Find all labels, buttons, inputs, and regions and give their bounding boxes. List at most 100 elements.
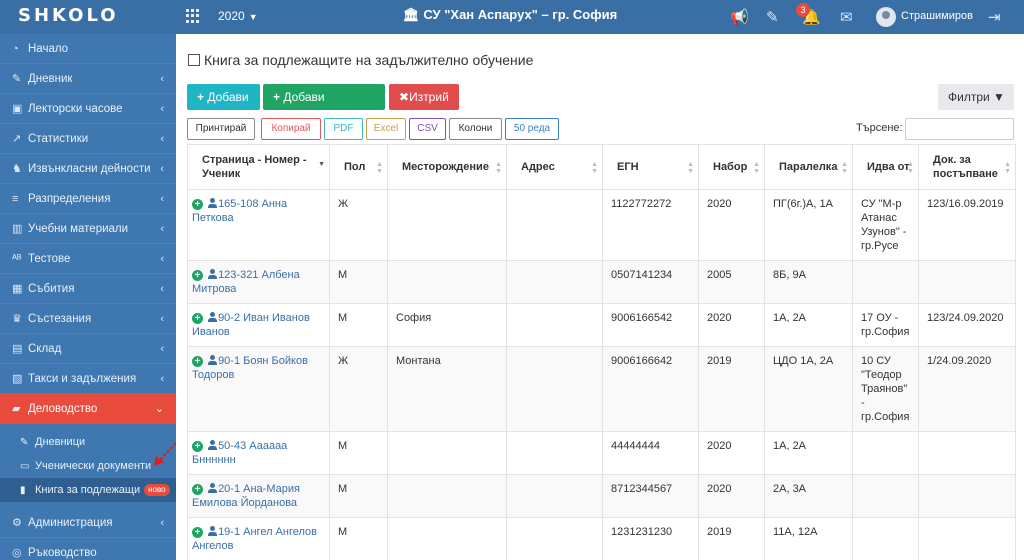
sidebar-subitem-1[interactable]: ▭ Ученически документи	[0, 454, 176, 478]
search-input[interactable]	[905, 118, 1014, 140]
student-icon	[208, 355, 218, 365]
cell-value: 2020	[707, 312, 732, 324]
table-cell-student: + 90-1 Боян Бойков Тодоров	[187, 346, 330, 432]
column-header-2[interactable]: Месторождение ▲ ▼	[387, 144, 507, 190]
sidebar-item-11[interactable]: ▧ Такси и задължения ‹	[0, 364, 176, 394]
building-icon: 🏛	[402, 7, 420, 22]
main-content: Книга за подлежащите на задължително обу…	[176, 34, 1024, 560]
cell-value: 123/16.09.2019	[927, 198, 1004, 210]
table-cell-from: СУ "М-р Атанас Узунов" - гр.Русе	[852, 189, 919, 261]
student-link[interactable]: 90-2 Иван Иванов Иванов	[192, 312, 310, 338]
export-button-2[interactable]: PDF	[324, 118, 363, 140]
school-title: СУ "Хан Аспарух" – гр. София	[423, 7, 618, 22]
student-link[interactable]: 165-108 Анна Петкова	[192, 198, 288, 224]
export-button-4[interactable]: CSV	[409, 118, 446, 140]
add-button-label: Добави	[207, 90, 249, 104]
chevron-left-icon: ‹	[160, 283, 164, 295]
delete-button-label: Изтрий	[409, 90, 449, 104]
cell-value: 2А, 3А	[773, 483, 807, 495]
table-cell-year: 2019	[698, 517, 765, 560]
table-cell-from	[852, 431, 919, 475]
table-cell-from: 10 СУ "Теодор Траянов" - гр.София	[852, 346, 919, 432]
student-link[interactable]: 50-43 Аааааа Бнннннн	[192, 440, 288, 466]
sidebar-bottom-item-1[interactable]: ◎ Ръководство	[0, 538, 176, 560]
export-button-5[interactable]: Колони	[449, 118, 502, 140]
sidebar-item-0[interactable]: ◔ Начало	[0, 34, 176, 64]
export-button-1[interactable]: Копирай	[261, 118, 321, 140]
sidebar-item-8[interactable]: ▦ Събития ‹	[0, 274, 176, 304]
sort-icon: ▲ ▼	[1004, 161, 1011, 175]
sidebar-subitem-0[interactable]: ✎ Дневници	[0, 430, 176, 454]
student-link[interactable]: 19-1 Ангел Ангелов Ангелов	[192, 526, 317, 552]
table-row[interactable]: + 50-43 Аааааа Бнннннн М 44444444 2020 1А, 2…	[187, 431, 1016, 475]
sidebar-item-6[interactable]: ▥ Учебни материали ‹	[0, 214, 176, 244]
table-row[interactable]: + 90-1 Боян Бойков Тодоров Ж Монтана 900616…	[187, 346, 1016, 432]
student-icon	[208, 312, 218, 322]
table-cell-student: + 123-321 Албена Митрова	[187, 260, 330, 304]
column-header-3[interactable]: Адрес ▲ ▼	[506, 144, 603, 190]
apps-grid-icon[interactable]	[186, 9, 200, 23]
cell-value: Ж	[338, 198, 349, 210]
column-header-7[interactable]: Идва от ▲ ▼	[852, 144, 919, 190]
expand-row-icon[interactable]: +	[192, 270, 203, 281]
username[interactable]: Страшимиров	[901, 10, 973, 22]
table-cell-address	[506, 260, 603, 304]
export-button-6[interactable]: 50 реда	[505, 118, 559, 140]
student-link[interactable]: 20-1 Ана-Мария Емилова Йорданова	[192, 483, 300, 509]
export-button-0[interactable]: Принтирай	[187, 118, 255, 140]
add-button[interactable]: + Добави	[187, 84, 260, 110]
table-cell-birthplace	[387, 260, 507, 304]
sidebar-item-5[interactable]: ≡ Разпределения ‹	[0, 184, 176, 214]
student-icon	[208, 198, 218, 208]
table-row[interactable]: + 165-108 Анна Петкова Ж 1122772272 2020 ПГ(…	[187, 189, 1016, 261]
add-bulk-button[interactable]: + Добави (вкупом)	[263, 84, 385, 130]
sidebar-item-10[interactable]: ▤ Склад ‹	[0, 334, 176, 364]
cell-value: М	[338, 269, 348, 281]
expand-row-icon[interactable]: +	[192, 527, 203, 538]
filters-button-label: Филтри	[948, 90, 990, 104]
cell-value: 1231231230	[611, 526, 673, 538]
table-row[interactable]: + 90-2 Иван Иванов Иванов М София 900616654…	[187, 303, 1016, 347]
sidebar-item-3[interactable]: ↗ Статистики ‹	[0, 124, 176, 154]
sidebar-item-7[interactable]: ᴬᴮ Тестове ‹	[0, 244, 176, 274]
table-cell-gender: М	[329, 517, 388, 560]
envelope-icon[interactable]: ✉	[840, 9, 853, 26]
table-row[interactable]: + 123-321 Албена Митрова М 0507141234 2005 8…	[187, 260, 1016, 304]
sidebar-item-4[interactable]: ♞ Извънкласни дейности ‹	[0, 154, 176, 184]
cogs-icon: ⚙	[12, 517, 22, 529]
expand-row-icon[interactable]: +	[192, 313, 203, 324]
column-header-4[interactable]: ЕГН ▲ ▼	[602, 144, 699, 190]
avatar[interactable]	[876, 7, 896, 27]
sidebar-bottom-item-0[interactable]: ⚙ Администрация ‹	[0, 508, 176, 538]
cell-value: 9006166642	[611, 355, 673, 367]
expand-row-icon[interactable]: +	[192, 484, 203, 495]
logout-icon[interactable]: ⇥	[988, 9, 1001, 26]
student-link[interactable]: 123-321 Албена Митрова	[192, 269, 300, 295]
megaphone-icon[interactable]: 📢	[730, 9, 749, 26]
column-header-5[interactable]: Набор ▲ ▼	[698, 144, 765, 190]
student-link[interactable]: 90-1 Боян Бойков Тодоров	[192, 355, 308, 381]
sidebar-item-1[interactable]: ✎ Дневник ‹	[0, 64, 176, 94]
export-button-3[interactable]: Excel	[366, 118, 406, 140]
sidebar-item-label: Начало	[28, 43, 69, 55]
column-header-8[interactable]: Док. за постъпване ▲ ▼	[918, 144, 1016, 190]
column-header-6[interactable]: Паралелка ▲ ▼	[764, 144, 853, 190]
sidebar-item-2[interactable]: ▣ Лекторски часове ‹	[0, 94, 176, 124]
expand-row-icon[interactable]: +	[192, 441, 203, 452]
column-header-0[interactable]: Страница - Номер - Ученик ▼	[187, 144, 330, 190]
edit-icon[interactable]: ✎	[766, 9, 779, 26]
expand-row-icon[interactable]: +	[192, 356, 203, 367]
cell-value: 1/24.09.2020	[927, 355, 992, 367]
sidebar-subitem-2[interactable]: ▮ Книга за подлежащи ново	[0, 478, 176, 502]
expand-row-icon[interactable]: +	[192, 199, 203, 210]
sidebar-item-12[interactable]: ▰ Деловодство ⌄	[0, 394, 176, 424]
table-row[interactable]: + 19-1 Ангел Ангелов Ангелов М 1231231230 2…	[187, 517, 1016, 560]
year-selector[interactable]: 2020 ▼	[218, 9, 258, 23]
filters-button[interactable]: Филтри ▼	[938, 84, 1014, 110]
cell-value: 1А, 2А	[773, 440, 807, 452]
delete-button[interactable]: ✖Изтрий	[389, 84, 459, 110]
shkolo-logo[interactable]: SHKOLO	[18, 5, 119, 26]
table-row[interactable]: + 20-1 Ана-Мария Емилова Йорданова М 87123…	[187, 474, 1016, 518]
column-header-1[interactable]: Пол ▲ ▼	[329, 144, 388, 190]
sidebar-item-9[interactable]: ♛ Състезания ‹	[0, 304, 176, 334]
